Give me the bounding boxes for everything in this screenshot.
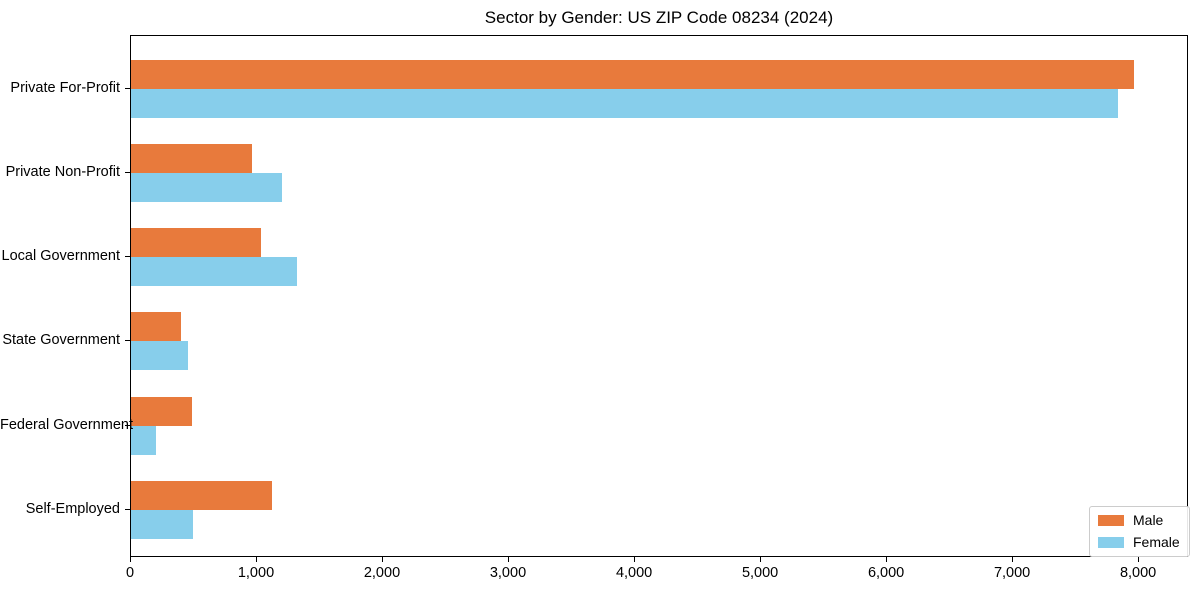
ytick-mark	[125, 256, 130, 258]
xtick-mark	[1138, 557, 1140, 562]
bar-male-1	[131, 59, 1135, 89]
ytick-mark	[125, 340, 130, 342]
xtick-label-9: 8,000	[1119, 565, 1157, 581]
xtick-label-3: 2,000	[363, 565, 401, 581]
legend-swatch-female-icon	[1098, 537, 1124, 548]
xtick-label-5: 4,000	[615, 565, 653, 581]
bar-male-6	[131, 481, 273, 510]
xtick-label-2: 1,000	[237, 565, 275, 581]
xtick-mark	[760, 557, 762, 562]
plot-area	[130, 35, 1188, 557]
ytick-label-4: State Government	[2, 332, 120, 349]
xtick-mark	[886, 557, 888, 562]
chart-title: Sector by Gender: US ZIP Code 08234 (202…	[484, 8, 834, 27]
legend-swatch-male-icon	[1098, 515, 1124, 526]
ytick-mark	[125, 171, 130, 173]
ytick-label-5: Federal Government	[0, 416, 133, 433]
legend: Male Female	[1089, 506, 1190, 557]
legend-label-female: Female	[1133, 534, 1180, 550]
legend-label-male: Male	[1133, 512, 1164, 528]
bar-female-2	[131, 172, 283, 202]
ytick-mark	[125, 424, 130, 426]
ytick-label-1: Private For-Profit	[10, 79, 120, 96]
xtick-label-1: 0	[125, 565, 135, 581]
bar-male-4	[131, 312, 182, 342]
ytick-mark	[125, 509, 130, 510]
xtick-label-4: 3,000	[489, 565, 527, 581]
xtick-mark	[1012, 557, 1014, 562]
xtick-mark	[256, 557, 257, 562]
xtick-mark	[508, 557, 509, 562]
ytick-label-3: Local Government	[1, 248, 120, 265]
xtick-mark	[130, 557, 131, 562]
bar-female-3	[131, 257, 298, 287]
xtick-mark	[382, 557, 383, 562]
bar-female-6	[131, 510, 193, 539]
bar-male-3	[131, 228, 261, 258]
bar-male-5	[131, 396, 192, 426]
ytick-label-6: Self-Employed	[25, 501, 120, 517]
bar-female-4	[131, 341, 188, 371]
legend-item-female: Female	[1098, 535, 1180, 550]
xtick-label-6: 5,000	[741, 565, 779, 581]
bar-male-2	[131, 143, 252, 173]
xtick-mark	[634, 557, 636, 562]
bar-female-5	[131, 425, 157, 455]
xtick-label-8: 7,000	[993, 565, 1031, 581]
legend-item-male: Male	[1098, 513, 1180, 528]
ytick-mark	[125, 87, 130, 89]
bar-female-1	[131, 88, 1118, 118]
xtick-label-7: 6,000	[867, 565, 905, 581]
ytick-label-2: Private Non-Profit	[5, 163, 120, 180]
